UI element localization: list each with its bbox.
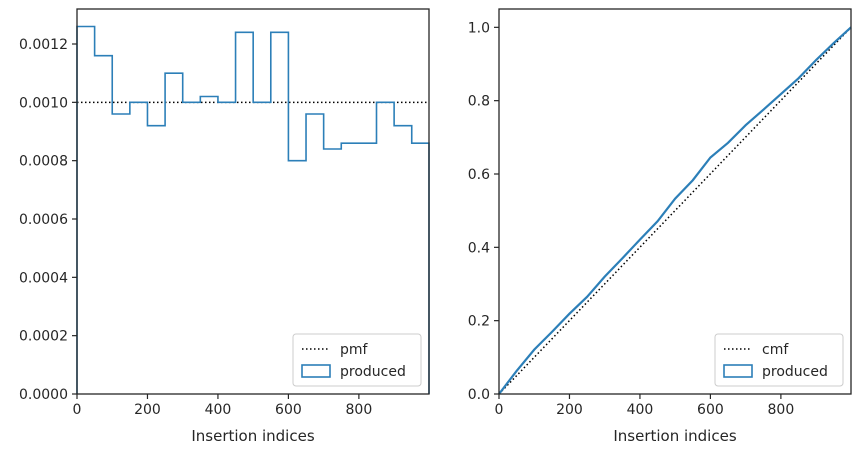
left-x-tick-label: 800 — [346, 402, 373, 418]
left-legend-label-pmf: pmf — [340, 342, 369, 358]
right-x-tick-label: 0 — [495, 402, 504, 418]
left-legend: pmf produced — [292, 333, 422, 387]
right-axes-frame — [498, 8, 852, 395]
left-y-tick-label: 0.0006 — [19, 212, 68, 228]
left-legend-box — [292, 333, 422, 387]
left-x-tick-label: 600 — [275, 402, 302, 418]
right-y-tick-label: 0.4 — [468, 240, 490, 256]
right-series-produced — [498, 26, 852, 395]
left-y-tick-label: 0.0008 — [19, 154, 68, 170]
right-legend-handle-produced — [723, 364, 753, 378]
left-axes-frame — [76, 8, 430, 395]
left-x-axis-label: Insertion indices — [191, 427, 314, 445]
right-x-tick-label: 200 — [556, 402, 583, 418]
left-y-tick-label: 0.0004 — [19, 270, 68, 286]
right-y-tick-label: 1.0 — [468, 20, 490, 36]
left-y-tick-label: 0.0012 — [19, 37, 68, 53]
right-x-tick-label: 800 — [768, 402, 795, 418]
left-x-tick-label: 0 — [73, 402, 82, 418]
right-x-axis-label: Insertion indices — [613, 427, 736, 445]
left-x-tick-label: 200 — [134, 402, 161, 418]
right-x-tick-label: 400 — [627, 402, 654, 418]
right-series-cmf — [498, 26, 852, 395]
right-y-tick-label: 0.2 — [468, 314, 490, 330]
left-legend-handle-produced — [301, 364, 331, 378]
left-y-tick-label: 0.0000 — [19, 387, 68, 403]
right-legend-label-cmf: cmf — [762, 342, 789, 358]
right-chart-cmf: 0 200 400 600 800 0.0 0.2 0.4 0.6 0.8 1.0 Insertion… — [468, 8, 852, 445]
right-y-tick-label: 0.8 — [468, 94, 490, 110]
right-legend: cmf produced — [714, 333, 844, 387]
left-y-tick-label: 0.0002 — [19, 329, 68, 345]
left-legend-label-produced: produced — [340, 364, 406, 380]
right-legend-label-produced: produced — [762, 364, 828, 380]
left-x-tick-label: 400 — [205, 402, 232, 418]
left-series-produced — [76, 25, 430, 394]
left-chart-pmf: 0 200 400 600 800 0.0000 0.0002 0.0004 0.0006 0.0… — [19, 8, 430, 445]
right-y-tick-label: 0.0 — [468, 387, 490, 403]
right-legend-box — [714, 333, 844, 387]
left-y-tick-label: 0.0010 — [19, 95, 68, 111]
right-y-tick-label: 0.6 — [468, 167, 490, 183]
right-x-tick-label: 600 — [697, 402, 724, 418]
